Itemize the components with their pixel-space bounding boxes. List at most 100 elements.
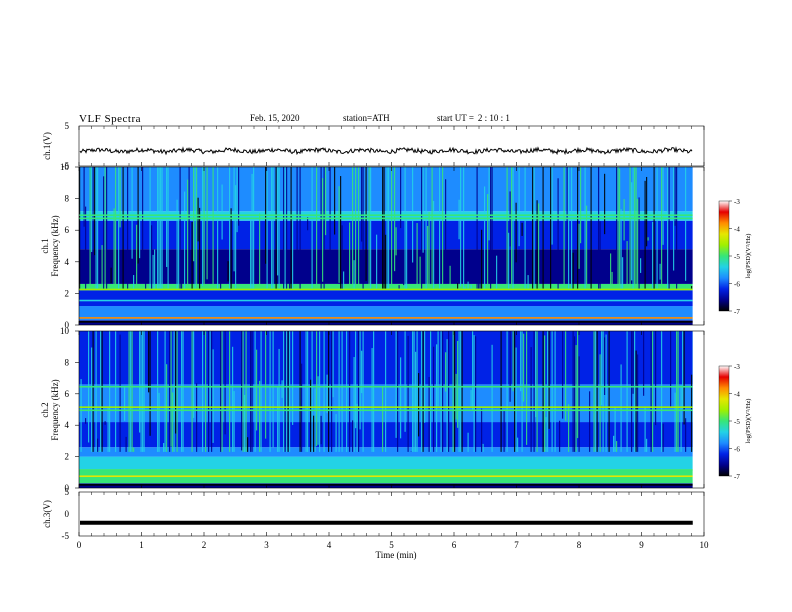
- spectrogram-streak: [79, 167, 81, 289]
- spectrogram-tone-line: [79, 299, 693, 302]
- spectrogram-streak: [644, 408, 646, 452]
- spectrogram-streak: [278, 167, 280, 289]
- freq-tick-label: 6: [65, 225, 70, 235]
- spectrogram-streak: [362, 167, 364, 289]
- spectrogram-streak: [514, 331, 516, 452]
- spectrogram-streak: [647, 237, 649, 241]
- spectrogram-streak: [266, 170, 268, 289]
- spectrogram-streak: [290, 167, 292, 289]
- spectrogram-streak: [334, 167, 336, 235]
- spectrogram-streak: [142, 167, 144, 273]
- spectrogram-streak: [481, 408, 483, 452]
- spectrogram-streak: [542, 167, 544, 289]
- spectrogram-streak: [104, 421, 106, 425]
- spectrogram-streak: [490, 167, 492, 289]
- spectrogram-streak: [265, 331, 267, 439]
- spectrogram-streak: [440, 331, 442, 452]
- spectrogram-streak: [191, 221, 193, 289]
- spectrogram-streak: [320, 167, 322, 289]
- spectrogram-streak: [370, 167, 372, 289]
- spectrogram-streak: [455, 373, 457, 420]
- spectrogram-streak: [419, 256, 421, 289]
- ch3-y-axis-label: ch.3(V): [42, 500, 52, 528]
- spectrogram-streak: [241, 331, 243, 451]
- spectrogram-streak: [530, 347, 532, 452]
- spectrogram-streak: [152, 254, 154, 289]
- freq-tick-label: 0: [65, 483, 70, 493]
- spectrogram-streak: [470, 390, 472, 408]
- spectrogram-streak: [446, 339, 448, 452]
- spectrogram-streak: [613, 435, 615, 452]
- spectrogram-tone-line: [79, 321, 693, 323]
- spectrogram-streak: [175, 253, 177, 255]
- ch1-spectrogram: [79, 167, 704, 325]
- spectrogram-streak: [331, 331, 333, 452]
- spectrogram-streak: [637, 198, 639, 289]
- spectrogram-streak: [515, 202, 517, 263]
- spectrogram-streak: [124, 386, 126, 421]
- spectrogram-streak: [353, 357, 355, 452]
- x-axis-label: Time (min): [376, 550, 417, 560]
- spectrogram-streak: [533, 167, 535, 289]
- spectrogram-streak: [148, 331, 150, 393]
- spectrogram-streak: [338, 186, 340, 283]
- spectrogram-streak: [506, 331, 508, 452]
- spectrogram-streak: [610, 253, 612, 288]
- spectrogram-streak: [221, 331, 223, 452]
- spectrogram-streak: [98, 450, 100, 452]
- spectrogram-blank: [692, 331, 704, 488]
- spectrogram-streak: [475, 336, 477, 452]
- spectrogram-streak: [413, 331, 415, 452]
- spectrogram-streak: [101, 331, 103, 452]
- freq-tick-label: 8: [65, 194, 70, 204]
- spectrogram-streak: [667, 167, 669, 289]
- spectrogram-streak: [547, 331, 549, 452]
- spectrogram-band: [79, 167, 693, 212]
- spectrogram-streak: [182, 331, 184, 452]
- spectrogram-streak: [659, 263, 661, 280]
- spectrogram-streak: [685, 167, 687, 281]
- spectrogram-streak: [167, 167, 169, 289]
- spectrogram-streak: [131, 331, 133, 452]
- spectrogram-streak: [691, 374, 693, 452]
- spectrogram-streak: [259, 380, 261, 452]
- spectrogram-tone-line: [79, 475, 693, 478]
- spectrogram-streak: [511, 167, 513, 289]
- station-label: station=ATH: [343, 113, 390, 123]
- spectrogram-streak: [157, 167, 159, 289]
- spectrogram-streak: [127, 167, 129, 289]
- spectrogram-streak: [161, 167, 163, 289]
- spectrogram-streak: [506, 167, 508, 289]
- spectrogram-streak: [652, 331, 654, 452]
- spectrogram-streak: [503, 409, 505, 452]
- spectrogram-streak: [425, 167, 427, 289]
- spectrogram-streak: [428, 376, 430, 452]
- spectrogram-streak: [289, 331, 291, 452]
- freq-tick-label: 6: [65, 389, 70, 399]
- spectrogram-streak: [470, 284, 472, 289]
- spectrogram-tone-line: [79, 484, 693, 486]
- spectrogram-streak: [604, 337, 606, 395]
- spectrogram-streak: [286, 331, 288, 452]
- spectrogram-streak: [173, 331, 175, 452]
- spectrogram-streak: [164, 331, 166, 452]
- spectrogram-streak: [320, 415, 322, 445]
- x-tick-label: 9: [639, 540, 644, 550]
- spectrogram-streak: [362, 331, 364, 452]
- spectrogram-streak: [391, 167, 393, 289]
- spectrogram-streak: [196, 167, 198, 289]
- spectrogram-streak: [439, 167, 441, 289]
- spectrogram-streak: [160, 167, 162, 289]
- spectrogram-streak: [352, 167, 354, 289]
- spectrogram-streak: [119, 167, 121, 228]
- spectrogram-streak: [571, 167, 573, 289]
- spectrogram-streak: [365, 167, 367, 281]
- spectrogram-streak: [550, 167, 552, 289]
- ch2-spectrogram: [79, 331, 704, 488]
- x-tick-label: 5: [389, 540, 394, 550]
- spectrogram-streak: [508, 232, 510, 289]
- spectrogram-streak: [575, 345, 577, 452]
- spectrogram-streak: [521, 331, 523, 452]
